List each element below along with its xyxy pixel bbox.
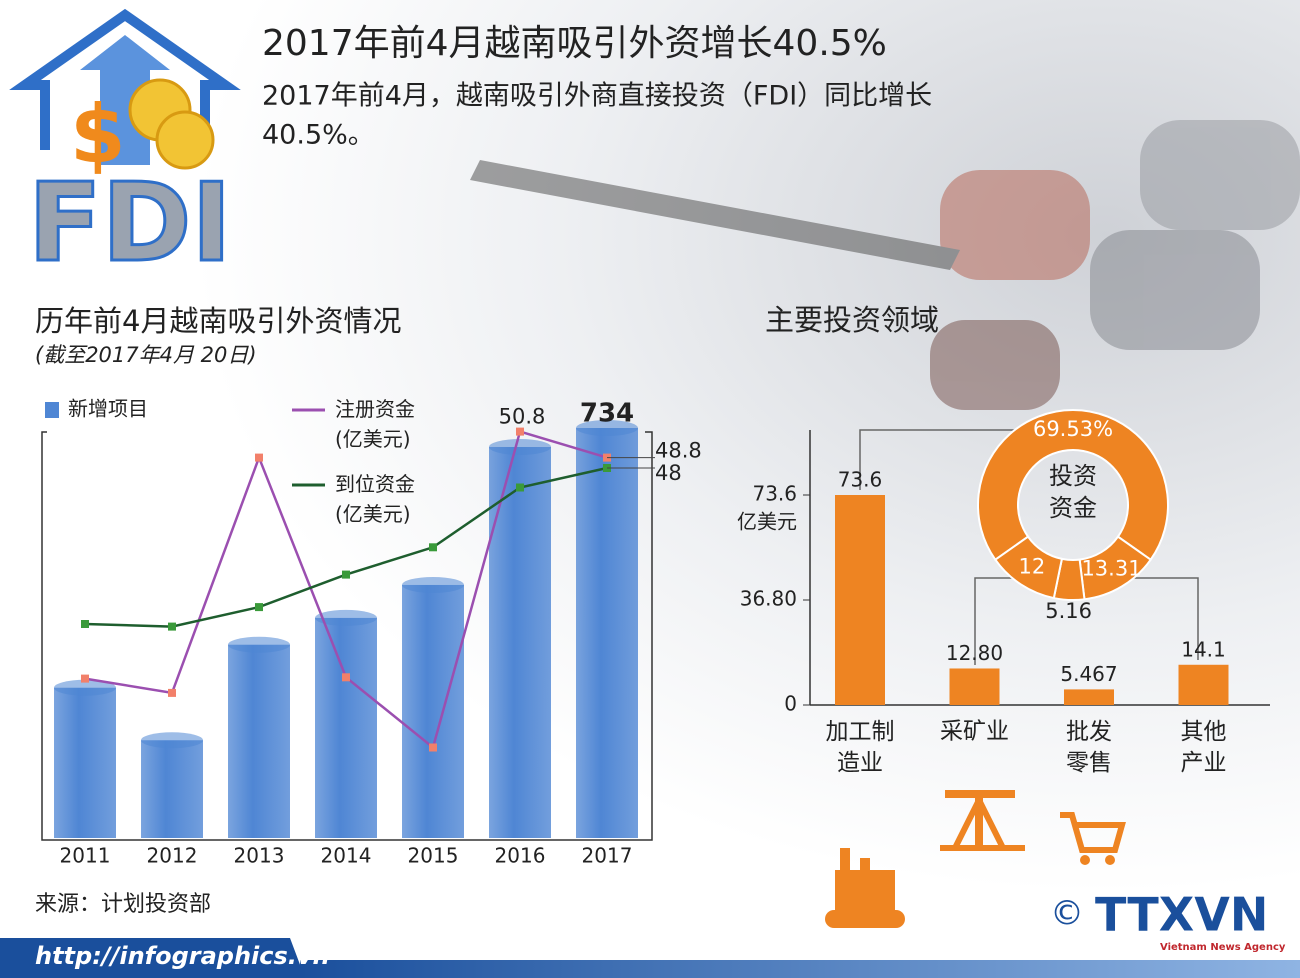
donut-segment	[977, 408, 1169, 562]
donut-label: 12	[1019, 555, 1046, 579]
line-value-label: 48.8	[655, 439, 702, 463]
legend-label: 到位资金(亿美元)	[335, 472, 415, 526]
bar-value-label: 73.6	[838, 468, 883, 492]
bar	[949, 668, 1000, 705]
line-marker	[168, 688, 176, 697]
bar-cap	[489, 438, 551, 455]
bar	[141, 740, 203, 838]
agency-logo: TTXVN	[1095, 888, 1268, 942]
bar	[1178, 664, 1229, 705]
subtitle: 40.5%。	[262, 120, 375, 151]
legend-label: 注册资金(亿美元)	[335, 397, 415, 451]
x-tick-label: 2012	[147, 844, 198, 868]
url-stripe	[300, 960, 1300, 978]
donut-label: 69.53%	[1033, 417, 1113, 441]
fdi-logo: $ FDI	[9, 8, 241, 287]
bar-cap	[315, 609, 377, 626]
x-tick-label: 2015	[408, 844, 459, 868]
url: http://infographics.vn	[35, 942, 330, 970]
line-marker	[255, 453, 263, 462]
x-tick-label: 加工制造业	[826, 719, 895, 776]
bar	[54, 687, 116, 838]
x-tick-label: 2014	[321, 844, 372, 868]
agency-name: Vietnam News Agency	[1160, 942, 1286, 953]
line-value-label: 50.8	[499, 405, 546, 429]
bar-cap	[402, 576, 464, 593]
photo-backdrop	[0, 0, 1300, 940]
bar	[402, 584, 464, 838]
copyright: ©	[1050, 894, 1084, 934]
line-marker	[81, 674, 89, 683]
line-marker	[516, 427, 524, 436]
bar-cap	[141, 732, 203, 749]
line-marker	[342, 570, 350, 579]
bar	[315, 617, 377, 838]
y-tick-label: 36.80	[740, 587, 797, 611]
x-tick-label: 2017	[582, 844, 633, 868]
bar-value-label: 12.80	[946, 641, 1003, 665]
line-marker	[429, 543, 437, 552]
line-marker	[429, 743, 437, 752]
chart-title: 主要投资领域	[765, 303, 939, 337]
combo-frame	[41, 431, 653, 841]
bar	[576, 428, 638, 838]
bar	[228, 644, 290, 838]
legend-label: 新增项目	[68, 397, 148, 421]
bar	[489, 446, 551, 838]
dollar-sign: $	[70, 88, 126, 181]
bar-cap	[576, 420, 638, 436]
bar	[835, 495, 885, 705]
bar-cap	[228, 636, 290, 653]
y-tick-label: 0	[784, 692, 797, 716]
line-marker	[81, 620, 89, 628]
logo-text: FDI	[28, 161, 232, 286]
subtitle: 2017年前4月，越南吸引外商直接投资（FDI）同比增长	[262, 81, 932, 112]
line-marker	[255, 603, 263, 612]
industry-icons	[825, 790, 1126, 928]
bar-cap	[54, 679, 116, 696]
source: 来源：计划投资部	[35, 892, 211, 917]
x-tick-label: 2011	[60, 844, 111, 868]
x-tick-label: 批发零售	[1066, 719, 1112, 776]
line-marker	[168, 622, 176, 631]
y-unit: 亿美元	[737, 510, 797, 534]
donut-label: 5.16	[1045, 599, 1092, 623]
x-tick-label: 其他产业	[1181, 719, 1227, 776]
donut-label: 13.31	[1081, 556, 1141, 580]
y-tick-label: 73.6	[752, 482, 797, 506]
legend-swatch	[45, 402, 59, 418]
donut-segment	[993, 535, 1064, 600]
x-tick-label: 2013	[234, 844, 285, 868]
line-marker	[516, 483, 524, 492]
chart-subtitle: (截至2017年4月 20日)	[35, 343, 257, 367]
bar	[1064, 689, 1114, 705]
bar-value-label: 14.1	[1181, 637, 1226, 661]
line-value-label: 48	[655, 461, 682, 485]
url-bar	[0, 938, 305, 978]
title: 2017年前4月越南吸引外资增长40.5%	[262, 23, 887, 64]
x-tick-label: 2016	[495, 844, 546, 868]
bar-value-label: 5.467	[1060, 662, 1117, 686]
x-tick-label: 采矿业	[940, 719, 1009, 745]
donut-center-label: 投资资金	[1049, 462, 1097, 522]
bar-value-label: 734	[580, 399, 634, 429]
chart-title: 历年前4月越南吸引外资情况	[35, 304, 401, 338]
line-marker	[342, 673, 350, 682]
calculator-decor	[470, 120, 1300, 410]
